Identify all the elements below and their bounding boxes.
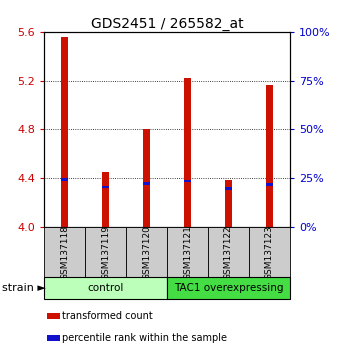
Text: GSM137119: GSM137119 <box>101 225 110 280</box>
Bar <box>184 78 191 227</box>
Text: GSM137120: GSM137120 <box>142 225 151 280</box>
Text: transformed count: transformed count <box>61 311 152 321</box>
Text: GSM137122: GSM137122 <box>224 225 233 280</box>
Text: control: control <box>88 283 124 293</box>
Bar <box>266 85 273 227</box>
Text: strain ►: strain ► <box>2 283 46 293</box>
Text: GSM137118: GSM137118 <box>60 225 69 280</box>
Bar <box>167 227 208 278</box>
Bar <box>102 172 109 227</box>
Bar <box>143 182 150 185</box>
Bar <box>167 277 290 299</box>
Bar <box>208 227 249 278</box>
Bar <box>225 187 232 190</box>
Bar <box>143 129 150 227</box>
Bar <box>102 185 109 188</box>
Bar <box>249 227 290 278</box>
Bar <box>61 37 69 227</box>
Text: GSM137121: GSM137121 <box>183 225 192 280</box>
Text: GSM137123: GSM137123 <box>265 225 274 280</box>
Bar <box>47 335 60 341</box>
Title: GDS2451 / 265582_at: GDS2451 / 265582_at <box>91 17 243 31</box>
Bar <box>44 277 167 299</box>
Bar <box>44 227 85 278</box>
Text: TAC1 overexpressing: TAC1 overexpressing <box>174 283 283 293</box>
Bar <box>266 183 273 186</box>
Bar <box>61 178 69 181</box>
Bar <box>225 180 232 227</box>
Bar <box>85 227 126 278</box>
Bar <box>126 227 167 278</box>
Bar <box>47 313 60 319</box>
Text: percentile rank within the sample: percentile rank within the sample <box>61 333 226 343</box>
Bar <box>184 179 191 182</box>
